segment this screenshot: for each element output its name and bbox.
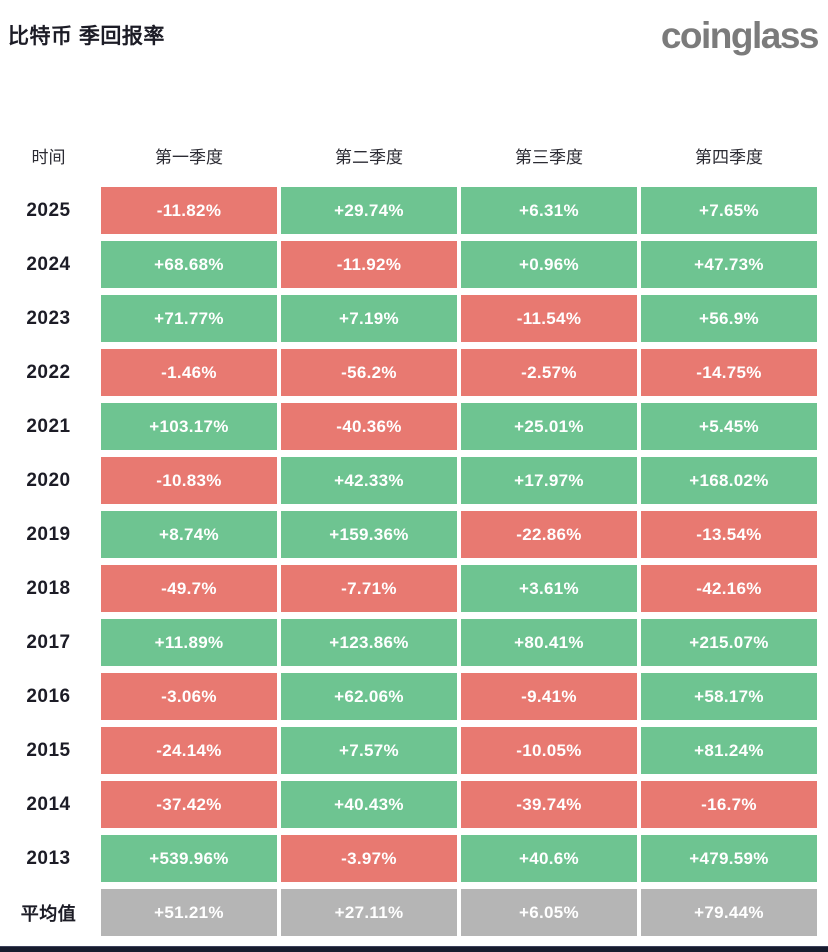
return-cell: +17.97% (461, 457, 637, 505)
return-cell: +7.57% (281, 727, 457, 775)
column-header: 第二季度 (335, 148, 403, 168)
return-cell: -39.74% (461, 781, 637, 829)
return-cell: -42.16% (641, 565, 817, 613)
row-label: 2023 (26, 307, 71, 329)
return-cell: +79.44% (641, 889, 817, 937)
return-cell: +168.02% (641, 457, 817, 505)
row-label: 2020 (26, 469, 71, 491)
return-cell: -3.06% (101, 673, 277, 721)
return-cell: -49.7% (101, 565, 277, 613)
return-cell: -10.05% (461, 727, 637, 775)
return-cell: +123.86% (281, 619, 457, 667)
table-row: 2018 -49.7% -7.71% +3.61% -42.16% (0, 565, 828, 613)
table-header-row: 时间 第一季度 第二季度 第三季度 第四季度 (0, 146, 828, 170)
table-row: 2016 -3.06% +62.06% -9.41% +58.17% (0, 673, 828, 721)
row-label: 2018 (26, 577, 71, 599)
row-label: 2017 (26, 631, 71, 653)
row-label: 2019 (26, 523, 71, 545)
return-cell: +58.17% (641, 673, 817, 721)
column-header: 第一季度 (155, 148, 223, 168)
return-cell: +68.68% (101, 241, 277, 289)
return-cell: +5.45% (641, 403, 817, 451)
returns-table-body: 2025 -11.82% +29.74% +6.31% +7.65% 2024 +68.68… (0, 187, 828, 937)
return-cell: +7.65% (641, 187, 817, 235)
table-row: 2013 +539.96% -3.97% +40.6% +479.59% (0, 835, 828, 883)
return-cell: -16.7% (641, 781, 817, 829)
column-header: 第三季度 (515, 148, 583, 168)
return-cell: -37.42% (101, 781, 277, 829)
return-cell: -56.2% (281, 349, 457, 397)
return-cell: +3.61% (461, 565, 637, 613)
return-cell: +479.59% (641, 835, 817, 883)
return-cell: +27.11% (281, 889, 457, 937)
return-cell: +539.96% (101, 835, 277, 883)
row-label: 2013 (26, 847, 71, 869)
return-cell: +40.43% (281, 781, 457, 829)
return-cell: +159.36% (281, 511, 457, 559)
return-cell: -9.41% (461, 673, 637, 721)
return-cell: -1.46% (101, 349, 277, 397)
table-row: 2017 +11.89% +123.86% +80.41% +215.07% (0, 619, 828, 667)
row-label: 2021 (26, 415, 71, 437)
coinglass-logo: coinglass (660, 15, 820, 56)
return-cell: -40.36% (281, 403, 457, 451)
table-row: 2023 +71.77% +7.19% -11.54% +56.9% (0, 295, 828, 343)
table-row: 2019 +8.74% +159.36% -22.86% -13.54% (0, 511, 828, 559)
return-cell: +103.17% (101, 403, 277, 451)
table-row: 2022 -1.46% -56.2% -2.57% -14.75% (0, 349, 828, 397)
return-cell: +51.21% (101, 889, 277, 937)
return-cell: +215.07% (641, 619, 817, 667)
average-row: 平均值 +51.21% +27.11% +6.05% +79.44% (0, 889, 828, 937)
return-cell: +42.33% (281, 457, 457, 505)
return-cell: -11.82% (101, 187, 277, 235)
table-row: 2015 -24.14% +7.57% -10.05% +81.24% (0, 727, 828, 775)
return-cell: +8.74% (101, 511, 277, 559)
row-label: 2014 (26, 793, 71, 815)
return-cell: +47.73% (641, 241, 817, 289)
return-cell: -11.92% (281, 241, 457, 289)
return-cell: +11.89% (101, 619, 277, 667)
bottom-bar (0, 946, 828, 952)
table-row: 2021 +103.17% -40.36% +25.01% +5.45% (0, 403, 828, 451)
return-cell: +40.6% (461, 835, 637, 883)
row-label: 2016 (26, 685, 71, 707)
return-cell: -24.14% (101, 727, 277, 775)
table-row: 2025 -11.82% +29.74% +6.31% +7.65% (0, 187, 828, 235)
return-cell: -11.54% (461, 295, 637, 343)
column-header: 第四季度 (695, 148, 763, 168)
return-cell: -3.97% (281, 835, 457, 883)
page-title: 比特币 季回报率 (8, 25, 165, 48)
row-label: 平均值 (20, 903, 77, 924)
table-row: 2014 -37.42% +40.43% -39.74% -16.7% (0, 781, 828, 829)
row-label-header: 时间 (31, 148, 66, 168)
return-cell: -13.54% (641, 511, 817, 559)
return-cell: -7.71% (281, 565, 457, 613)
return-cell: -10.83% (101, 457, 277, 505)
table-row: 2020 -10.83% +42.33% +17.97% +168.02% (0, 457, 828, 505)
topbar: 比特币 季回报率 coinglass (0, 0, 828, 58)
return-cell: +81.24% (641, 727, 817, 775)
row-label: 2015 (26, 739, 71, 761)
return-cell: +6.05% (461, 889, 637, 937)
return-cell: +29.74% (281, 187, 457, 235)
row-label: 2025 (26, 199, 71, 221)
return-cell: +71.77% (101, 295, 277, 343)
return-cell: +56.9% (641, 295, 817, 343)
return-cell: -14.75% (641, 349, 817, 397)
return-cell: +62.06% (281, 673, 457, 721)
return-cell: +6.31% (461, 187, 637, 235)
row-label: 2022 (26, 361, 71, 383)
return-cell: -22.86% (461, 511, 637, 559)
table-row: 2024 +68.68% -11.92% +0.96% +47.73% (0, 241, 828, 289)
return-cell: -2.57% (461, 349, 637, 397)
return-cell: +80.41% (461, 619, 637, 667)
return-cell: +25.01% (461, 403, 637, 451)
return-cell: +7.19% (281, 295, 457, 343)
return-cell: +0.96% (461, 241, 637, 289)
row-label: 2024 (26, 253, 71, 275)
